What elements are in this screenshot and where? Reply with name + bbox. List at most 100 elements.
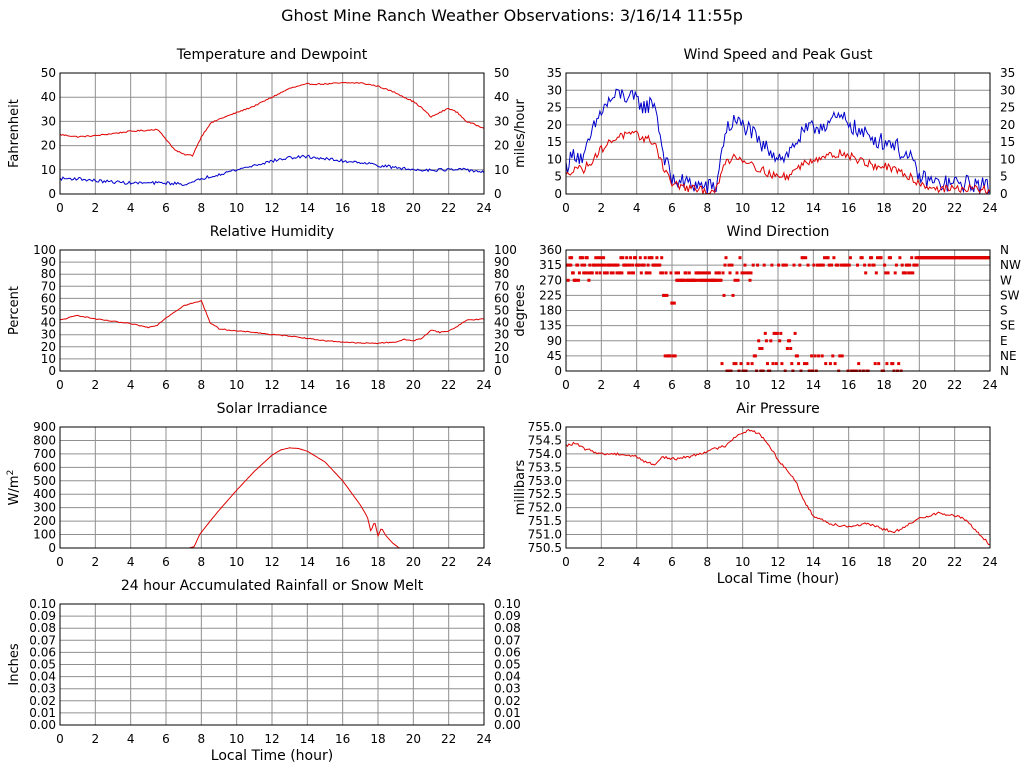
direction-point [588,263,592,267]
x-tick-label: 24 [982,201,997,215]
direction-point [762,263,766,267]
direction-point [731,293,735,297]
x-tick-label: 4 [127,378,135,392]
direction-point [860,256,864,260]
direction-point [598,271,602,275]
series-group [60,81,484,186]
direction-point [624,263,628,267]
x-tick-label: 12 [264,201,279,215]
y-tick-label: 15 [547,135,562,149]
direction-point [748,278,752,282]
x-tick-label: 18 [370,555,385,569]
direction-point [804,256,808,260]
right-tick-label: 0.09 [494,609,521,623]
direction-point [669,271,673,275]
direction-point [587,278,591,282]
direction-point [828,362,832,366]
direction-point [798,263,802,267]
series-line-red [60,299,484,345]
right-tick-label: 20 [1000,118,1015,132]
right-tick-label: 0.01 [494,706,521,720]
direction-point [615,271,619,275]
y-tick-label: 50 [41,66,56,80]
direction-point [722,293,726,297]
x-tick-label: 0 [562,555,570,569]
direction-point [839,263,843,267]
y-tick-label: 0.04 [29,670,56,684]
direction-point [720,362,724,366]
direction-point [803,362,806,366]
x-tick-label: 14 [806,555,821,569]
direction-point [824,362,828,366]
x-tick-label: 16 [335,378,350,392]
direction-point [676,278,680,282]
y-tick-label: 80 [41,267,56,281]
x-tick-label: 0 [56,201,64,215]
direction-point [590,271,594,275]
right-tick-label: 60 [494,291,509,305]
series-line-red [60,81,484,157]
direction-point [797,362,801,366]
direction-point [576,263,580,267]
x-tick-label: 4 [127,732,135,746]
y-axis-label: W/m2 [6,470,22,506]
direction-point [630,271,634,275]
series-group [60,299,484,345]
x-tick-label: 8 [704,555,712,569]
direction-point [775,331,779,335]
direction-point [727,263,731,267]
y-tick-label: 50 [41,304,56,318]
direction-point [806,263,810,267]
x-tick-label: 16 [335,555,350,569]
chart-rainfall: 24 hour Accumulated Rainfall or Snow Mel… [7,578,521,764]
direction-point [603,263,607,267]
x-tick-label: 8 [198,378,206,392]
direction-point [857,362,861,366]
direction-point [602,271,606,275]
x-tick-label: 2 [92,555,100,569]
direction-point [897,362,901,366]
y-tick-label: 754.5 [528,433,562,447]
y-tick-label: 755.0 [528,420,562,434]
direction-point [634,256,637,260]
y-tick-label: 0 [48,364,56,378]
y-tick-label: 30 [41,114,56,128]
direction-point [632,271,635,275]
direction-point [650,256,654,260]
direction-point [628,263,632,267]
right-tick-label: 0.05 [494,658,521,672]
x-tick-label: 10 [735,201,750,215]
direction-point [738,256,742,260]
direction-point [672,354,675,358]
y-tick-label: 40 [41,90,56,104]
y-tick-label: 300 [33,501,56,515]
right-tick-label: 0.00 [494,718,521,732]
direction-point [769,339,773,343]
right-tick-label: 90 [494,255,509,269]
x-tick-label: 6 [162,201,170,215]
y-tick-label: 0.03 [29,682,56,696]
direction-point [773,331,777,335]
direction-point [610,263,614,267]
direction-point [687,278,690,282]
y-tick-label: 20 [41,139,56,153]
direction-point [736,278,740,282]
right-tick-label: 0.03 [494,682,521,696]
direction-point [758,347,762,350]
x-tick-label: 12 [770,201,785,215]
direction-point [856,263,859,267]
direction-point [672,301,676,305]
direction-point [911,271,915,275]
direction-point [568,256,572,260]
direction-point [714,271,718,275]
right-tick-label: 10 [494,352,509,366]
right-tick-label: 40 [494,316,509,330]
x-tick-label: 16 [335,201,350,215]
y-tick-label: 25 [547,101,562,115]
y-tick-label: 753.5 [528,460,562,474]
y-tick-label: 600 [33,460,56,474]
y-tick-label: 135 [539,319,562,333]
direction-point [567,263,571,267]
direction-point [867,263,871,267]
